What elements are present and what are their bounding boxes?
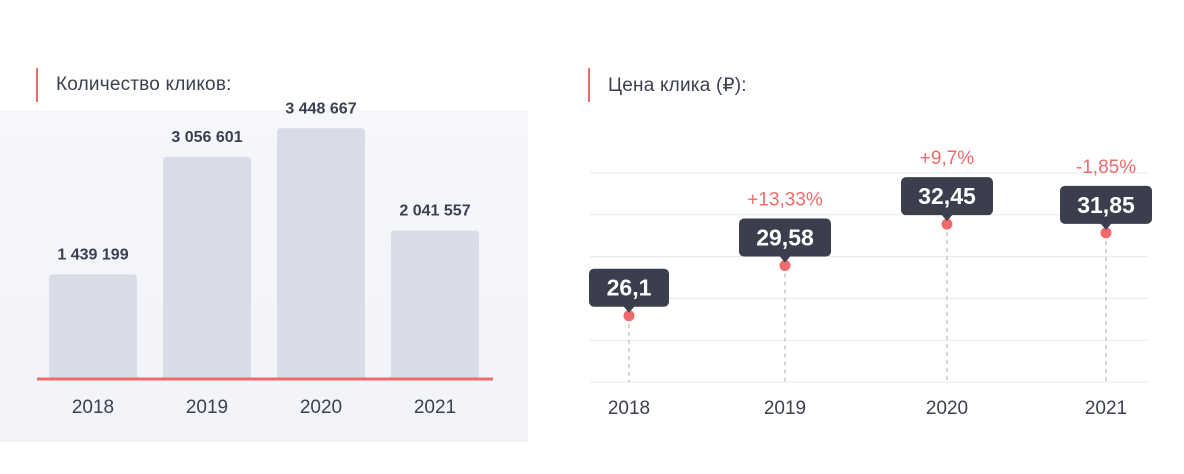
price-tag-pointer [941,214,953,222]
bar-2020 [277,128,365,379]
price-tag: 31,85 [1060,185,1152,230]
bar-value-label: 3 448 667 [285,100,356,117]
heading-accent-bar [36,68,38,102]
x-tick-label: 2019 [764,398,806,419]
cpc-point-chart: 26,1 2018 29,58 +13,33% 2019 32,45 +9,7% 2020 31… [589,148,1152,419]
price-tag: 29,58 [739,218,831,263]
change-percent-label: -1,85% [1076,157,1136,178]
price-tag-value: 29,58 [756,225,814,251]
price-tag-bubble [1060,185,1152,224]
clicks-chart-header: Количество кликов: [36,68,232,102]
change-percent-label: +9,7% [920,148,975,169]
price-tag-bubble [739,218,831,257]
price-point-2021 [1100,227,1112,239]
bar-value-label: 2 041 557 [399,203,470,220]
change-percent-label: +13,33% [747,190,823,211]
price-tag-bubble [589,268,669,307]
x-tick-label: 2019 [186,397,228,418]
heading-accent-bar [588,68,590,102]
x-tick-label: 2018 [72,397,114,418]
x-tick-label: 2020 [926,398,968,419]
price-tag: 26,1 [589,268,669,313]
price-tag-bubble [901,177,993,216]
price-tag-pointer [623,305,635,313]
bar-2021 [391,230,479,379]
clicks-chart-panel: Количество кликов: 1 439 199 2018 3 056 60… [0,0,540,474]
price-tag-pointer [1100,222,1112,230]
x-tick-label: 2021 [414,397,456,418]
bar-2019 [163,156,251,379]
clicks-chart-title: Количество кликов: [56,74,232,95]
price-tag: 32,45 [901,177,993,222]
cpc-chart-header: Цена клика (₽): [588,68,747,102]
price-point-2018 [623,310,635,322]
price-point-2019 [779,260,791,272]
clicks-bar-chart: 1 439 199 2018 3 056 601 2019 3 448 667 2020 2… [37,100,493,418]
price-point-2020 [941,218,953,230]
price-tag-pointer [779,255,791,263]
x-tick-label: 2020 [300,397,342,418]
price-tag-value: 31,85 [1077,192,1135,218]
bar-value-label: 1 439 199 [57,246,128,263]
bar-2018 [49,274,137,379]
bar-value-label: 3 056 601 [171,129,242,146]
x-tick-label: 2021 [1085,398,1127,419]
x-tick-label: 2018 [608,398,650,419]
cpc-chart-title: Цена клика (₽): [608,74,747,96]
cpc-chart-panel: Цена клика (₽): 26,1 2018 29,58 +13,33% 2019… [560,0,1184,474]
price-tag-value: 26,1 [607,275,652,301]
price-tag-value: 32,45 [918,183,976,209]
